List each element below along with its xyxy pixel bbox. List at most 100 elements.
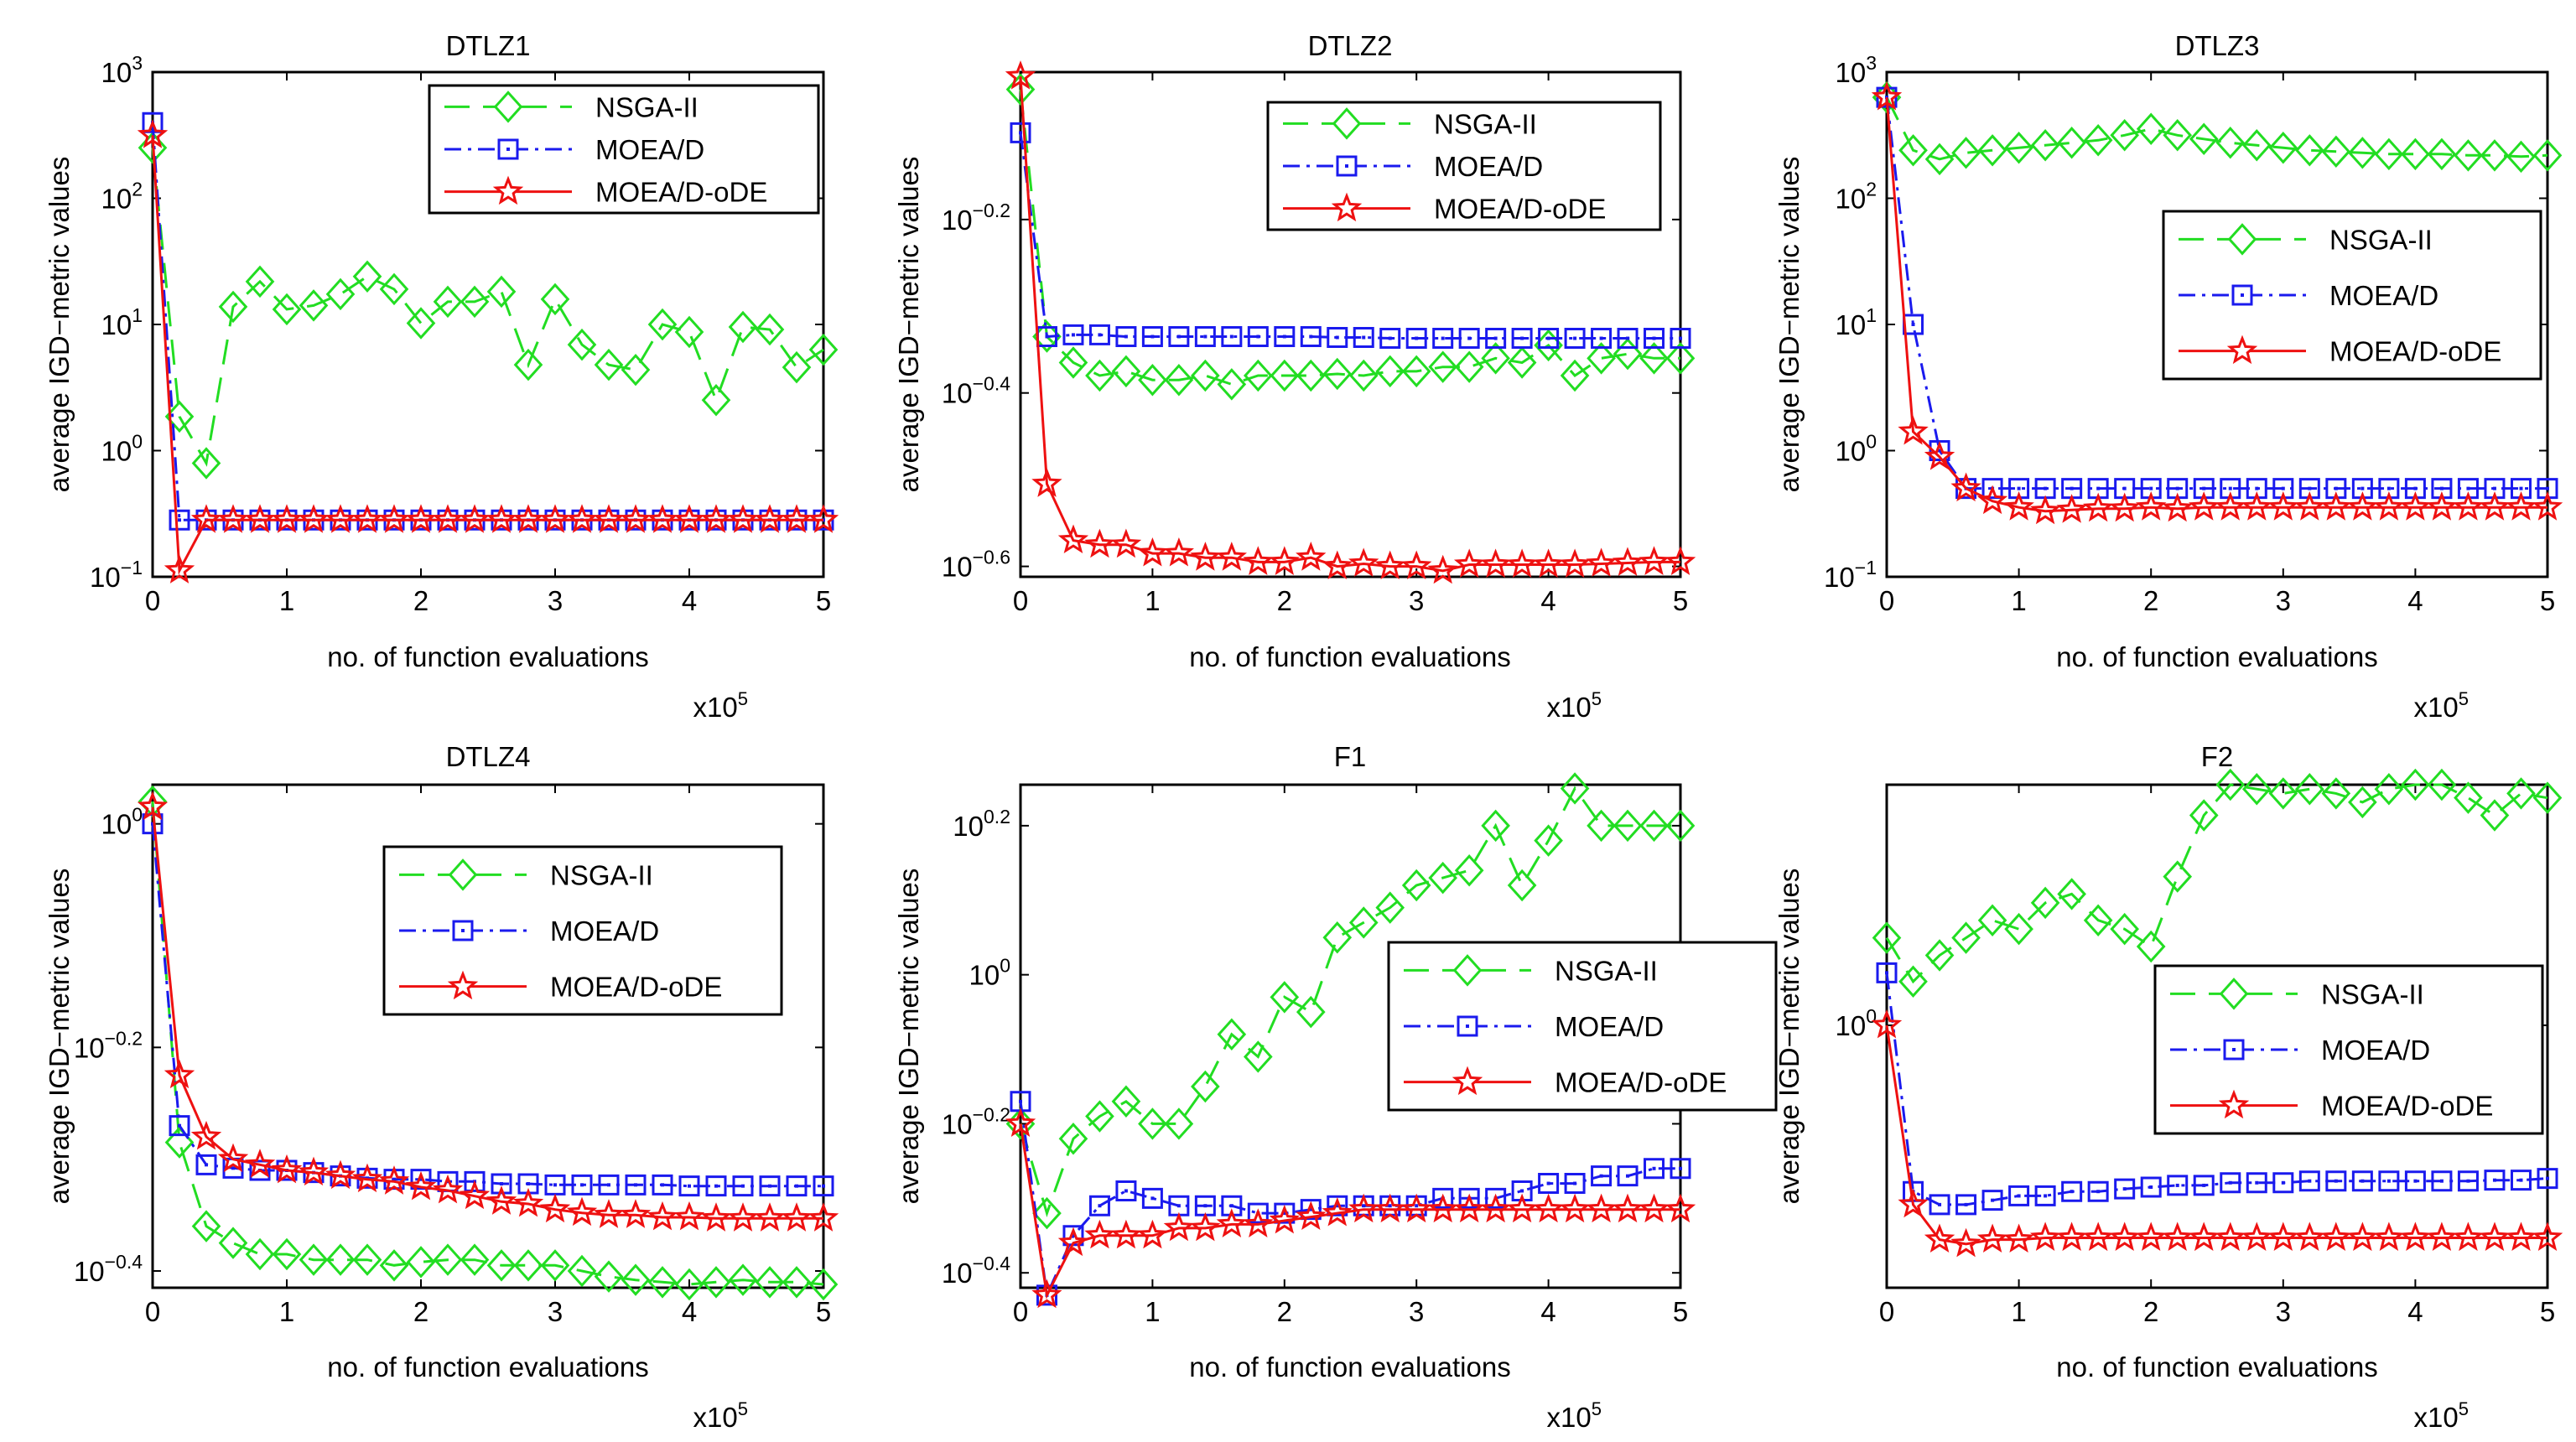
data-point-center — [2149, 1185, 2153, 1189]
data-point-moead — [383, 509, 405, 531]
data-point-moead — [276, 1159, 298, 1181]
data-point-moead — [571, 509, 593, 531]
data-point-nsga — [2268, 777, 2298, 810]
x-tick-label: 0 — [1879, 585, 1894, 616]
data-point-nsga — [2348, 137, 2377, 169]
data-point-moeaode — [2426, 491, 2458, 521]
data-point-moeaode — [1084, 1219, 1115, 1249]
data-point-center — [1098, 333, 1102, 337]
data-point-center — [1098, 1204, 1102, 1208]
data-point-nsga — [808, 1268, 839, 1301]
data-point-moeaode — [754, 504, 786, 533]
y-tick-base: 10 — [74, 1032, 105, 1063]
data-point-moead — [2510, 478, 2532, 500]
data-point-moeaode — [190, 1120, 222, 1150]
data-point-center — [1573, 1181, 1577, 1185]
data-point-moeaode — [1400, 1193, 1432, 1223]
data-point-center — [2519, 1178, 2523, 1182]
data-point-moead — [2140, 478, 2162, 500]
data-point-moeaode — [1269, 546, 1301, 575]
data-point-moead — [1141, 325, 1163, 347]
data-point-moeaode — [1137, 1219, 1168, 1249]
data-point-center — [2546, 1176, 2549, 1180]
data-point-nsga — [2374, 137, 2404, 171]
legend: NSGA-II MOEA/D MOEA/D-oDE — [382, 845, 783, 1016]
data-point-nsga — [2401, 137, 2430, 171]
x-tick-label: 0 — [145, 1296, 160, 1327]
data-point-center — [822, 1184, 825, 1188]
data-point-moead — [2351, 478, 2373, 500]
series-line-moead — [1019, 1101, 1680, 1300]
x-multiplier-base: x10 — [1547, 692, 1592, 723]
legend: NSGA-II MOEA/D MOEA/D-oDE — [2153, 964, 2544, 1135]
y-tick-exp: 0 — [1000, 955, 1010, 977]
data-point-moead — [1247, 325, 1269, 347]
x-tick-label: 5 — [1673, 1296, 1688, 1327]
data-point-center — [688, 1184, 691, 1188]
data-point-center — [2439, 486, 2444, 490]
data-point-nsga — [1296, 359, 1326, 392]
data-point-moeaode — [1057, 1227, 1089, 1257]
panel-f2: F2 no. of function evaluations average I… — [1774, 741, 2563, 1433]
data-point-center — [2386, 1179, 2391, 1183]
y-tick-label: 10−0.2 — [942, 1103, 1010, 1139]
data-point-moeaode — [1031, 1279, 1062, 1309]
data-point-moeaode — [1322, 550, 1353, 580]
data-point-moeaode — [566, 504, 598, 533]
y-ticks: 10−0.210−0.410−0.6 — [942, 200, 1680, 583]
data-point-moeaode — [2082, 1222, 2114, 1252]
data-point-center — [1124, 1189, 1128, 1193]
y-tick-base: 10 — [1835, 184, 1866, 215]
y-tick-label: 100.2 — [953, 806, 1010, 842]
data-point-center — [1335, 1204, 1339, 1208]
data-point-moead — [303, 509, 325, 531]
data-point-center — [1520, 1189, 1524, 1193]
legend-marker-nsga — [2219, 978, 2249, 1010]
data-point-moeaode — [2162, 1222, 2193, 1252]
data-point-moeaode — [2532, 1222, 2563, 1252]
data-point-moead — [1538, 1173, 1560, 1195]
data-point-moeaode — [647, 1201, 678, 1231]
x-tick-label: 2 — [2143, 1296, 2158, 1327]
data-point-moeaode — [620, 1199, 652, 1228]
data-point-moeaode — [2373, 1222, 2405, 1252]
data-point-center — [2281, 1180, 2285, 1185]
y-tick-base: 10 — [101, 309, 132, 340]
x-axis-label: no. of function evaluations — [327, 641, 648, 672]
y-axis-label: average IGD−metric values — [44, 869, 75, 1205]
data-point-nsga — [1244, 1040, 1273, 1073]
data-point-nsga — [2480, 799, 2510, 832]
data-point-nsga — [1639, 809, 1669, 843]
legend-label-moeaode: MOEA/D-oDE — [595, 177, 767, 208]
data-point-moead — [195, 509, 217, 531]
data-point-moead — [2298, 478, 2320, 500]
y-axis-label: average IGD−metric values — [44, 157, 75, 493]
data-point-center — [1124, 335, 1128, 339]
data-point-nsga — [460, 1243, 490, 1276]
data-point-center — [795, 1184, 798, 1188]
data-point-moead — [1379, 328, 1401, 350]
data-point-moeaode — [1480, 1193, 1511, 1223]
data-point-center — [1911, 323, 1915, 326]
data-point-nsga — [2083, 904, 2113, 936]
data-point-moead — [1115, 1180, 1137, 1201]
y-tick-base: 10 — [942, 1108, 973, 1139]
data-point-moead — [544, 509, 566, 531]
data-point-nsga — [2427, 137, 2457, 171]
x-ticks: 0 1 2 3 4 5 — [1879, 785, 2555, 1327]
data-point-center — [446, 1180, 449, 1184]
legend-marker-center — [461, 929, 465, 932]
data-point-center — [2466, 1179, 2470, 1183]
data-point-center — [1626, 1174, 1630, 1178]
data-point-nsga — [2348, 786, 2377, 819]
legend-marker-center — [506, 148, 510, 151]
data-point-moead — [1564, 1173, 1586, 1195]
legend-marker-nsga — [448, 858, 478, 891]
data-point-moeaode — [512, 1187, 544, 1217]
data-point-moead — [1115, 325, 1137, 347]
x-ticks: 0 1 2 3 4 5 — [1879, 72, 2555, 616]
x-tick-label: 1 — [2011, 585, 2026, 616]
x-multiplier-base: x10 — [2414, 1402, 2459, 1433]
data-point-nsga — [1058, 346, 1088, 379]
x-tick-label: 3 — [548, 585, 563, 616]
